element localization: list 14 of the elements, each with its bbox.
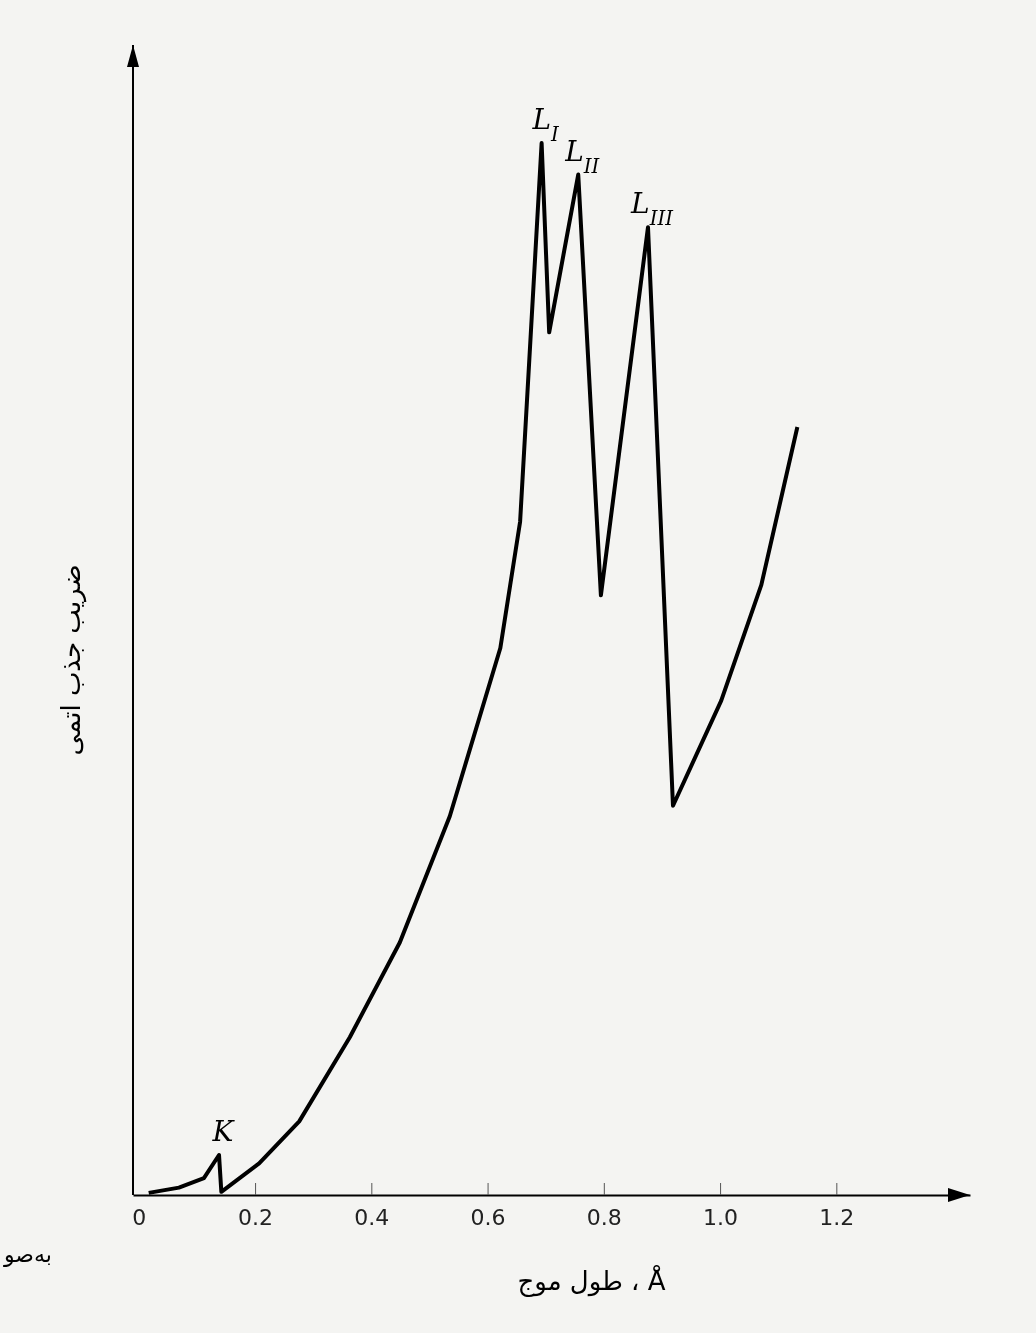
x-tick-label: 0.8 <box>586 1204 622 1230</box>
x-tick-label: 1.0 <box>703 1204 739 1230</box>
text: به‌صو <box>3 1242 52 1267</box>
x-tick-label: 0 <box>132 1204 147 1230</box>
x-tick-label: 0.6 <box>470 1204 506 1230</box>
annotation: L$_{III}$ <box>630 187 675 230</box>
x-tick-label: 0.4 <box>354 1204 390 1230</box>
x-tick-label: 0.2 <box>238 1204 274 1230</box>
y-axis-title: ضریب جذب اتمی <box>56 564 87 756</box>
annotation: L$_{I}$ <box>531 103 561 146</box>
annotation: K <box>211 1115 236 1149</box>
annotation: L$_{II}$ <box>564 134 601 178</box>
x-axis-title: طول موج ، Å <box>517 1265 666 1297</box>
x-tick-label: 1.2 <box>819 1204 855 1230</box>
